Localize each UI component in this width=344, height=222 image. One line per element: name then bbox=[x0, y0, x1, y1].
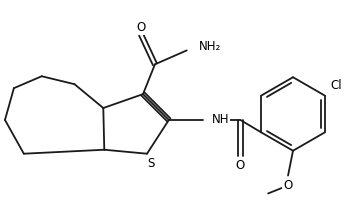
Text: S: S bbox=[147, 157, 155, 170]
Text: NH₂: NH₂ bbox=[198, 40, 221, 53]
Text: O: O bbox=[236, 159, 245, 172]
Text: O: O bbox=[137, 21, 146, 34]
Text: O: O bbox=[283, 179, 293, 192]
Text: NH: NH bbox=[212, 113, 229, 127]
Text: Cl: Cl bbox=[331, 79, 342, 92]
